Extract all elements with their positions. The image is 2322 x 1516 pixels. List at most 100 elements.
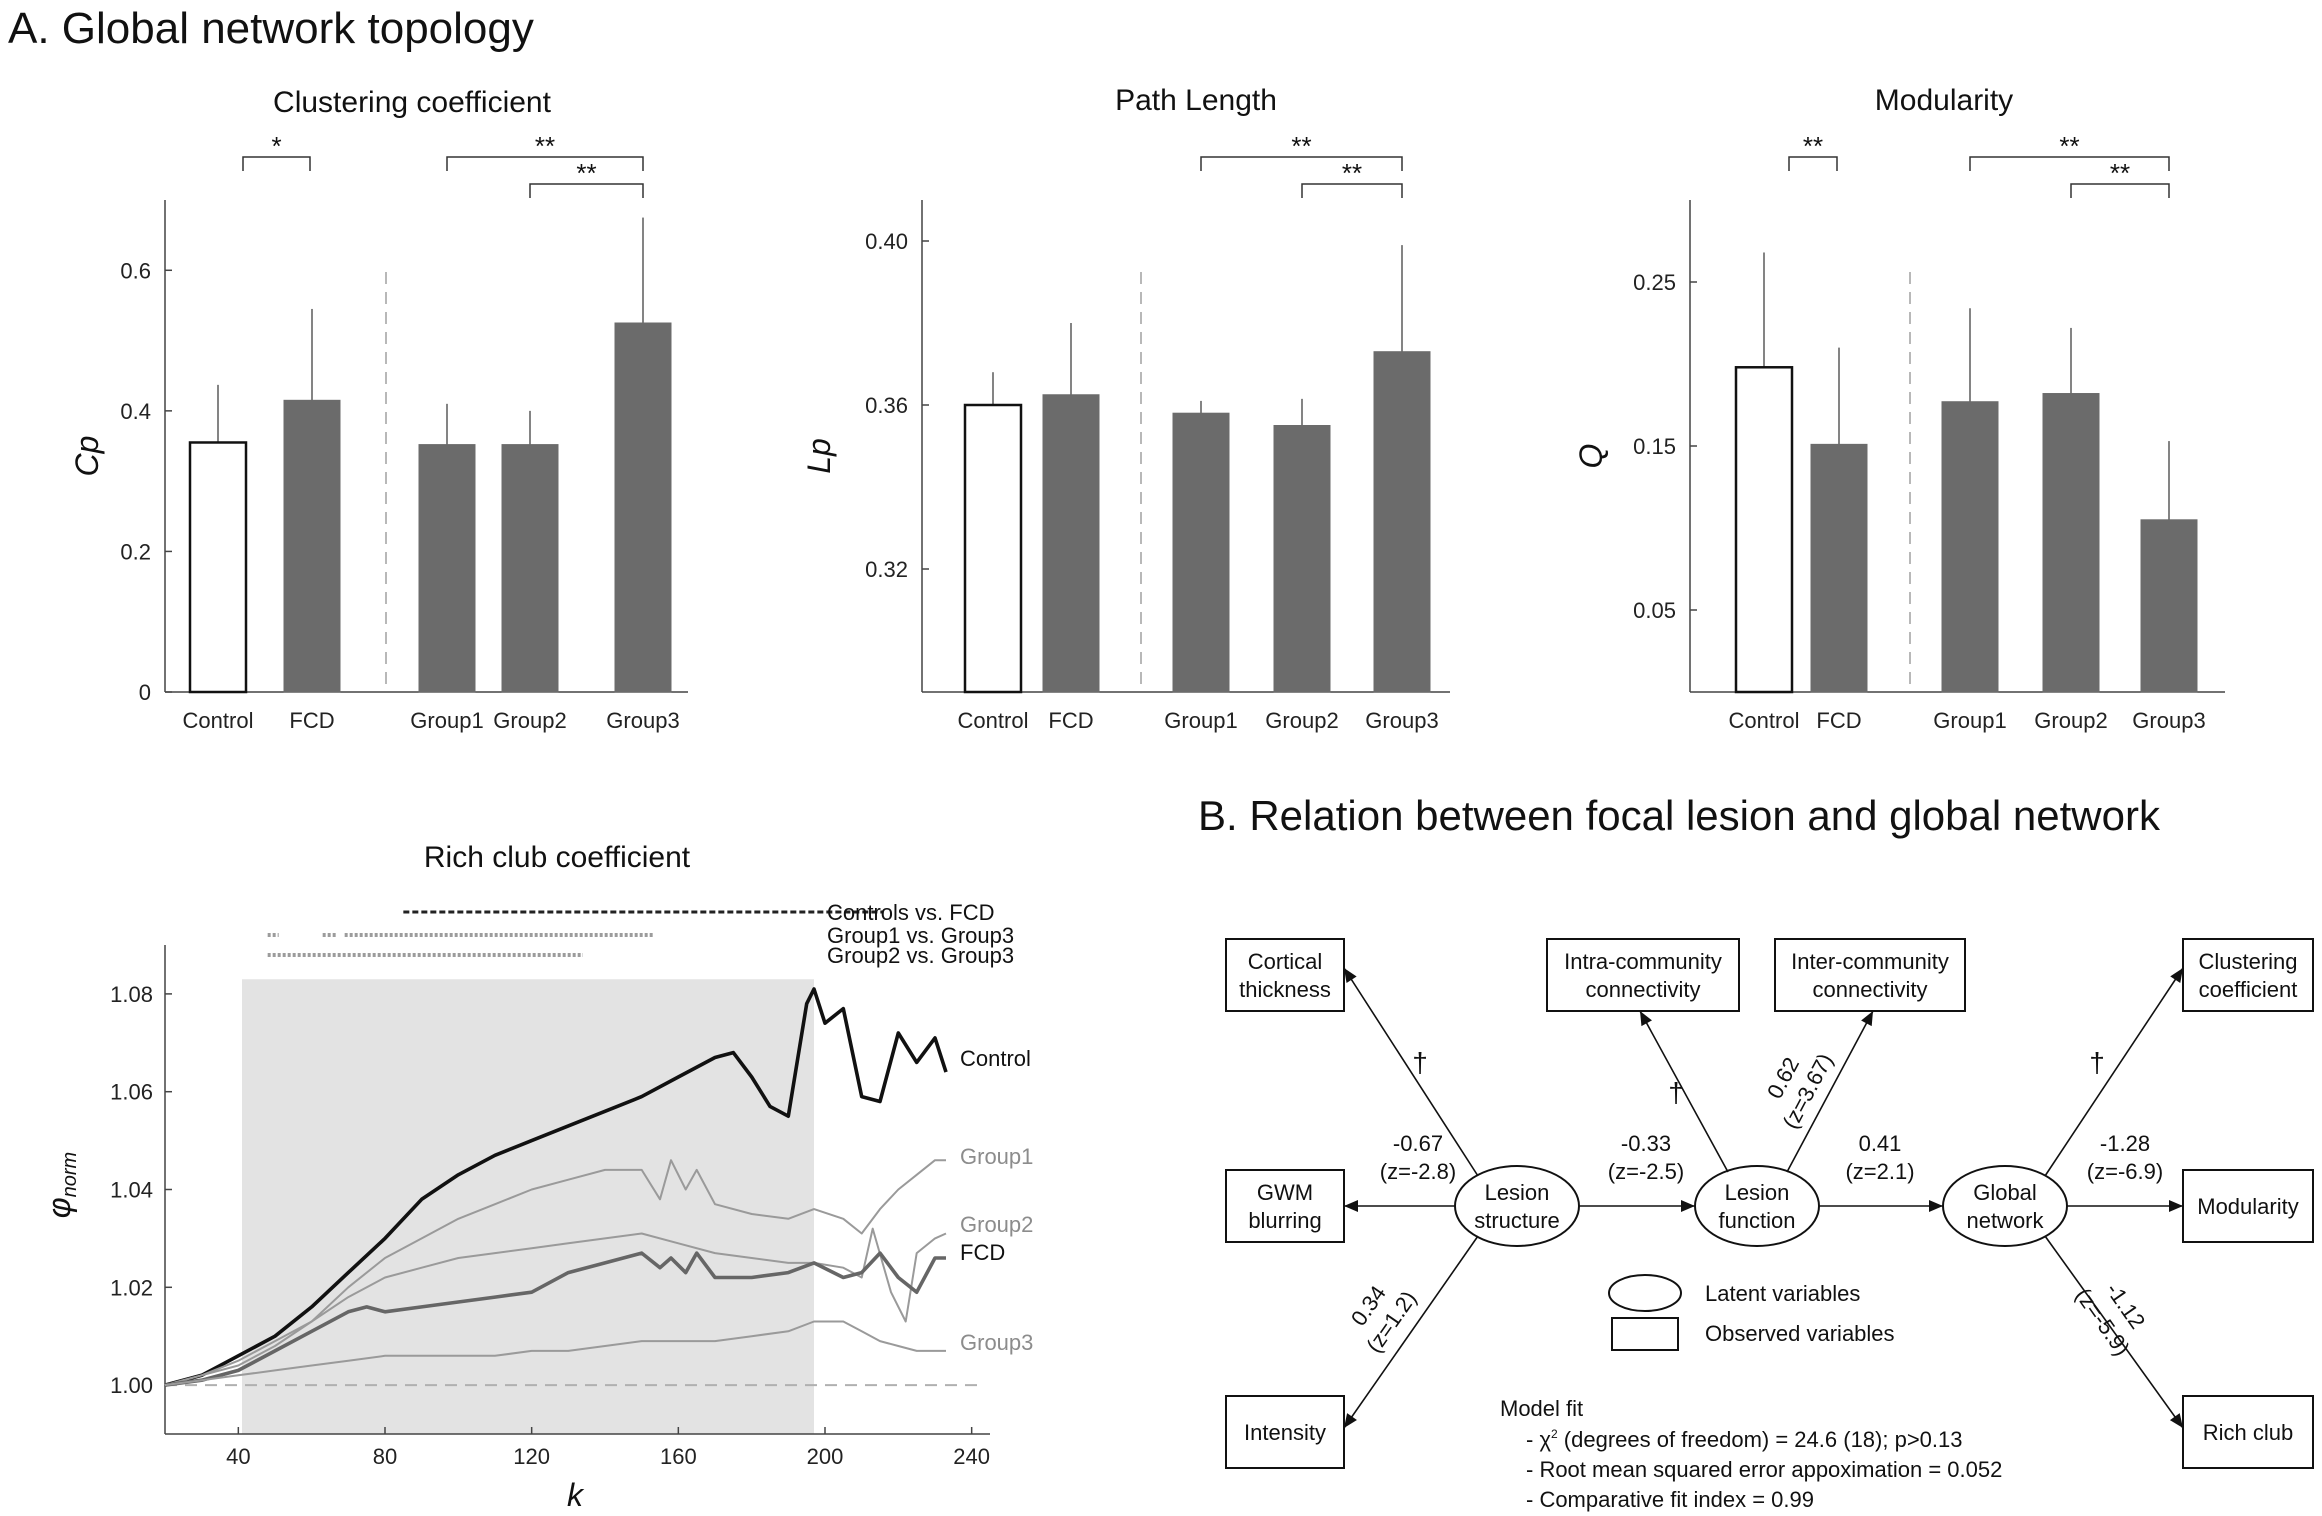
path-struct-func-head [1681, 1200, 1695, 1212]
significance-bracket [1788, 156, 1838, 171]
model-fit-chi: - χ2 (degrees of freedom) = 24.6 (18); p… [1526, 1427, 1963, 1452]
model-fit-rmsea: - Root mean squared error appoximation =… [1526, 1457, 2002, 1482]
x-tick-label: 120 [513, 1444, 550, 1469]
bar-chart-2: Path Length Lp 0.32 0.36 0.40 Control FCD Group… [801, 84, 1450, 733]
y-axis-label: Cp [69, 436, 105, 477]
observed-clustering [2182, 938, 2314, 1012]
significance-bracket [1301, 183, 1403, 198]
x-tick-label: Group3 [2132, 708, 2205, 733]
x-tick-label: Group3 [606, 708, 679, 733]
y-tick-label: 0.36 [865, 393, 908, 418]
significance-label: ** [2059, 131, 2079, 161]
section-a-title: A. Global network topology [8, 4, 534, 53]
y-tick-label: 0.40 [865, 229, 908, 254]
path-richclub-head [2169, 1413, 2183, 1428]
bar-control [188, 441, 248, 694]
series-line-group2 [164, 1227, 947, 1387]
series-label: FCD [960, 1240, 1005, 1265]
y-tick-label: 0.2 [120, 539, 151, 564]
path-label: † [1668, 1077, 1684, 1108]
significance-label: ** [1803, 131, 1823, 161]
path-label: -0.33 (z=-2.5) [1608, 1131, 1684, 1184]
legend-observed-label: Observed variables [1705, 1321, 1895, 1346]
model-fit-cfi: - Comparative fit index = 0.99 [1526, 1487, 1814, 1512]
path-label: -0.67 (z=-2.8) [1380, 1131, 1456, 1184]
y-axis-label: φnorm [41, 1152, 81, 1218]
x-axis-label: k [567, 1477, 585, 1513]
bar-group1 [1172, 412, 1230, 693]
y-axis-label: Q [1573, 444, 1609, 469]
observed-label: Cortical thickness [1239, 949, 1331, 1002]
y-tick-label: 0.6 [120, 258, 151, 283]
x-tick-label: Control [958, 708, 1029, 733]
path-label: † [2089, 1047, 2105, 1078]
x-tick-label: 200 [807, 1444, 844, 1469]
observed-intra [1546, 938, 1740, 1012]
observed-label: Intra-community connectivity [1564, 949, 1722, 1002]
observed-intensity [1225, 1395, 1345, 1469]
path-label: † [1412, 1047, 1428, 1078]
path-inter-head [1861, 1011, 1873, 1027]
bar-chart-3: Modularity Q 0.05 0.15 0.25 Control FCD Group1 G… [1573, 84, 2225, 733]
significance-bracket [2070, 183, 2170, 198]
y-tick-label: 0.4 [120, 399, 151, 424]
observed-label: Inter-community connectivity [1791, 949, 1949, 1002]
x-tick-label: Group3 [1365, 708, 1438, 733]
x-tick-label: 80 [373, 1444, 397, 1469]
bar-group3 [2140, 519, 2198, 693]
bar-charts: Clustering coefficient Cp 0 0.2 0.4 0.6 Contro… [69, 84, 2225, 733]
latent-label: Lesion function [1718, 1180, 1795, 1233]
path-clustering [2044, 967, 2184, 1177]
legend-latent-swatch [1608, 1274, 1682, 1312]
observed-richclub [2182, 1395, 2314, 1469]
chart-title: Modularity [1875, 84, 2013, 117]
y-tick-label: 1.08 [110, 982, 153, 1007]
path-inter [1786, 1010, 1874, 1173]
y-tick-label: 0.32 [865, 557, 908, 582]
path-label-rotated: -1.12(z=-5.9) [2071, 1267, 2158, 1360]
path-intra-head [1640, 1011, 1652, 1027]
series-label: Group3 [960, 1330, 1033, 1355]
observed-inter [1774, 938, 1966, 1012]
x-tick-label: Group1 [1933, 708, 2006, 733]
path-label: -1.28 (z=-6.9) [2087, 1131, 2163, 1184]
y-tick-label: 1.06 [110, 1080, 153, 1105]
x-tick-label: Group1 [410, 708, 483, 733]
bar-group1 [418, 444, 476, 693]
significance-bracket [1200, 156, 1403, 171]
path-func-net-head [1929, 1200, 1943, 1212]
bar-group2 [2042, 393, 2100, 693]
path-label: 0.41 (z=2.1) [1845, 1131, 1914, 1184]
latent-network [1942, 1165, 2068, 1247]
y-tick-label: 0.05 [1633, 598, 1676, 623]
latent-label: Global network [1966, 1180, 2044, 1233]
x-tick-label: Group1 [1164, 708, 1237, 733]
legend-observed-swatch [1611, 1317, 1679, 1351]
bar-group3 [1373, 351, 1431, 693]
series-label: Group1 [960, 1144, 1033, 1169]
bar-fcd [1042, 394, 1100, 693]
observed-cortical [1225, 938, 1345, 1012]
series-line-group3 [164, 1320, 946, 1387]
x-tick-label: 240 [953, 1444, 990, 1469]
chart-title: Rich club coefficient [424, 841, 691, 874]
series-label: Group2 [960, 1212, 1033, 1237]
bar-control [963, 403, 1023, 694]
x-tick-label: 40 [226, 1444, 250, 1469]
observed-label: Intensity [1244, 1420, 1326, 1445]
bar-group1 [1941, 401, 1999, 693]
significance-label: ** [1342, 158, 1362, 188]
path-intra [1639, 1010, 1729, 1173]
observed-label: Rich club [2203, 1420, 2293, 1445]
x-tick-label: FCD [1048, 708, 1093, 733]
path-gwm-head [1344, 1200, 1358, 1212]
path-label-rotated: 0.62(z=3.67) [1753, 1036, 1838, 1133]
bar-group3 [614, 322, 672, 693]
x-tick-label: Control [183, 708, 254, 733]
x-tick-label: FCD [289, 708, 334, 733]
section-b-title: B. Relation between focal lesion and glo… [1198, 792, 2160, 839]
observed-label: Clustering coefficient [2198, 949, 2297, 1002]
model-fit-title: Model fit [1500, 1396, 1583, 1421]
path-cortical-head [1344, 968, 1357, 984]
